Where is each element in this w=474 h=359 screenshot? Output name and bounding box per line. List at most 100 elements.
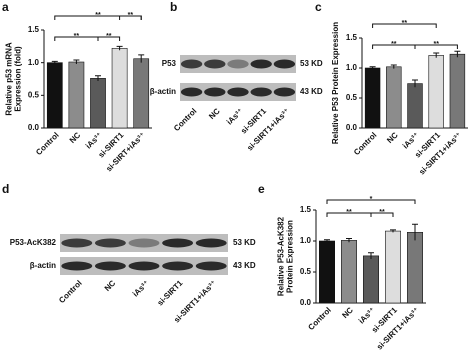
blot-band: [250, 59, 272, 69]
blot-band: [61, 238, 93, 248]
x-tick-label: si-SIRT+iAs³⁺: [104, 131, 147, 174]
significance-label: **: [346, 209, 352, 216]
bar: [428, 55, 444, 129]
x-tick-label: Control: [34, 131, 60, 157]
bar: [364, 67, 381, 129]
blot-row-label: P53: [162, 59, 177, 68]
y-tick-label: 1.5: [346, 33, 358, 42]
blot-row-label: β-actin: [30, 261, 56, 270]
bar: [384, 230, 401, 304]
blot-band: [162, 238, 194, 248]
blot-band: [250, 87, 272, 97]
y-tick-label: 0.5: [28, 90, 40, 99]
error-bar: [346, 238, 352, 243]
lane-label: si-SIRT1+iAs³⁺: [245, 107, 291, 153]
blot-row-label: β-actin: [150, 87, 176, 96]
significance-label: **: [74, 33, 80, 40]
x-tick-label: NC: [385, 130, 400, 145]
y-axis-label: Protein Expression: [286, 220, 295, 293]
error-bar: [368, 252, 374, 259]
bar: [133, 58, 150, 129]
significance-bracket: [326, 199, 416, 204]
bar: [318, 240, 335, 304]
x-tick-label: Control: [352, 131, 378, 157]
x-tick-label: Control: [306, 306, 332, 332]
bar: [362, 255, 379, 304]
error-bar: [454, 50, 461, 58]
error-bar: [138, 54, 145, 63]
blot-size-label: 43 KD: [233, 261, 256, 270]
blot-size-label: 53 KD: [233, 238, 256, 247]
blot-band: [195, 261, 227, 271]
blot-band: [204, 87, 226, 97]
lane-label: Control: [57, 279, 83, 305]
significance-label: *: [370, 196, 373, 203]
x-tick-label: iAs³⁺: [357, 306, 377, 326]
x-tick-label: NC: [340, 305, 355, 320]
bar: [46, 62, 63, 129]
y-axis-label: Relative P53-AcK382: [277, 216, 286, 296]
panel-letter: b: [170, 0, 177, 14]
blot-band: [94, 238, 126, 248]
blot-row-label: P53-AcK382: [10, 238, 57, 247]
bar: [111, 47, 128, 129]
y-tick-label: 1.0: [346, 63, 358, 72]
y-tick-label: 0.0: [346, 123, 358, 132]
blot-band: [227, 59, 249, 69]
y-axis-label: Relative p53 mRNA: [5, 42, 14, 116]
bar: [90, 78, 106, 129]
panel-letter: e: [258, 182, 265, 196]
lane-label: iAs³⁺: [225, 107, 245, 127]
lane-label: si-SIRT1: [156, 278, 185, 307]
y-tick-label: 0.0: [28, 123, 40, 132]
y-tick-label: 0.5: [300, 267, 312, 276]
blot-band: [273, 59, 296, 69]
lane-label: NC: [103, 278, 118, 293]
panel-letter: c: [315, 0, 322, 14]
y-axis-label: Expression (fold): [14, 46, 23, 112]
y-tick-label: 1.0: [28, 58, 40, 67]
significance-bracket: [97, 36, 121, 41]
error-bar: [73, 59, 80, 64]
bar: [449, 53, 466, 129]
significance-label: **: [391, 41, 397, 48]
blot-band: [61, 261, 93, 271]
blot-band: [195, 238, 227, 248]
significance-bracket: [414, 44, 458, 49]
bar: [386, 66, 402, 129]
blot-size-label: 53 KD: [300, 59, 323, 68]
error-bar: [412, 79, 418, 88]
blot-band: [180, 87, 203, 97]
error-bar: [433, 52, 440, 58]
y-axis-label: Relative P53 Protein Expression: [331, 22, 340, 144]
error-bar: [412, 223, 418, 241]
panel-letter: d: [2, 182, 9, 196]
y-tick-label: 0.0: [300, 298, 312, 307]
bar: [407, 83, 423, 129]
x-tick-label: NC: [68, 130, 83, 145]
error-bar: [95, 75, 101, 81]
panel-letter: a: [2, 0, 9, 14]
bar: [406, 232, 423, 304]
error-bar: [324, 239, 330, 243]
significance-bracket: [372, 23, 437, 28]
error-bar: [390, 229, 396, 233]
significance-label: **: [106, 33, 112, 40]
significance-label: **: [95, 12, 101, 19]
significance-label: **: [433, 41, 439, 48]
error-bar: [116, 45, 123, 51]
y-tick-label: 0.5: [346, 93, 358, 102]
y-tick-label: 1.5: [300, 205, 312, 214]
blot-band: [204, 59, 226, 69]
lane-label: iAs³⁺: [131, 279, 151, 299]
significance-label: **: [128, 12, 134, 19]
error-bar: [51, 60, 58, 64]
blot-band: [162, 261, 194, 271]
lane-label: Control: [172, 107, 198, 133]
significance-bracket: [370, 212, 394, 217]
blot-size-label: 43 KD: [300, 87, 323, 96]
blot-strip: [60, 234, 228, 252]
blot-band: [227, 87, 249, 97]
blot-band: [94, 261, 126, 271]
